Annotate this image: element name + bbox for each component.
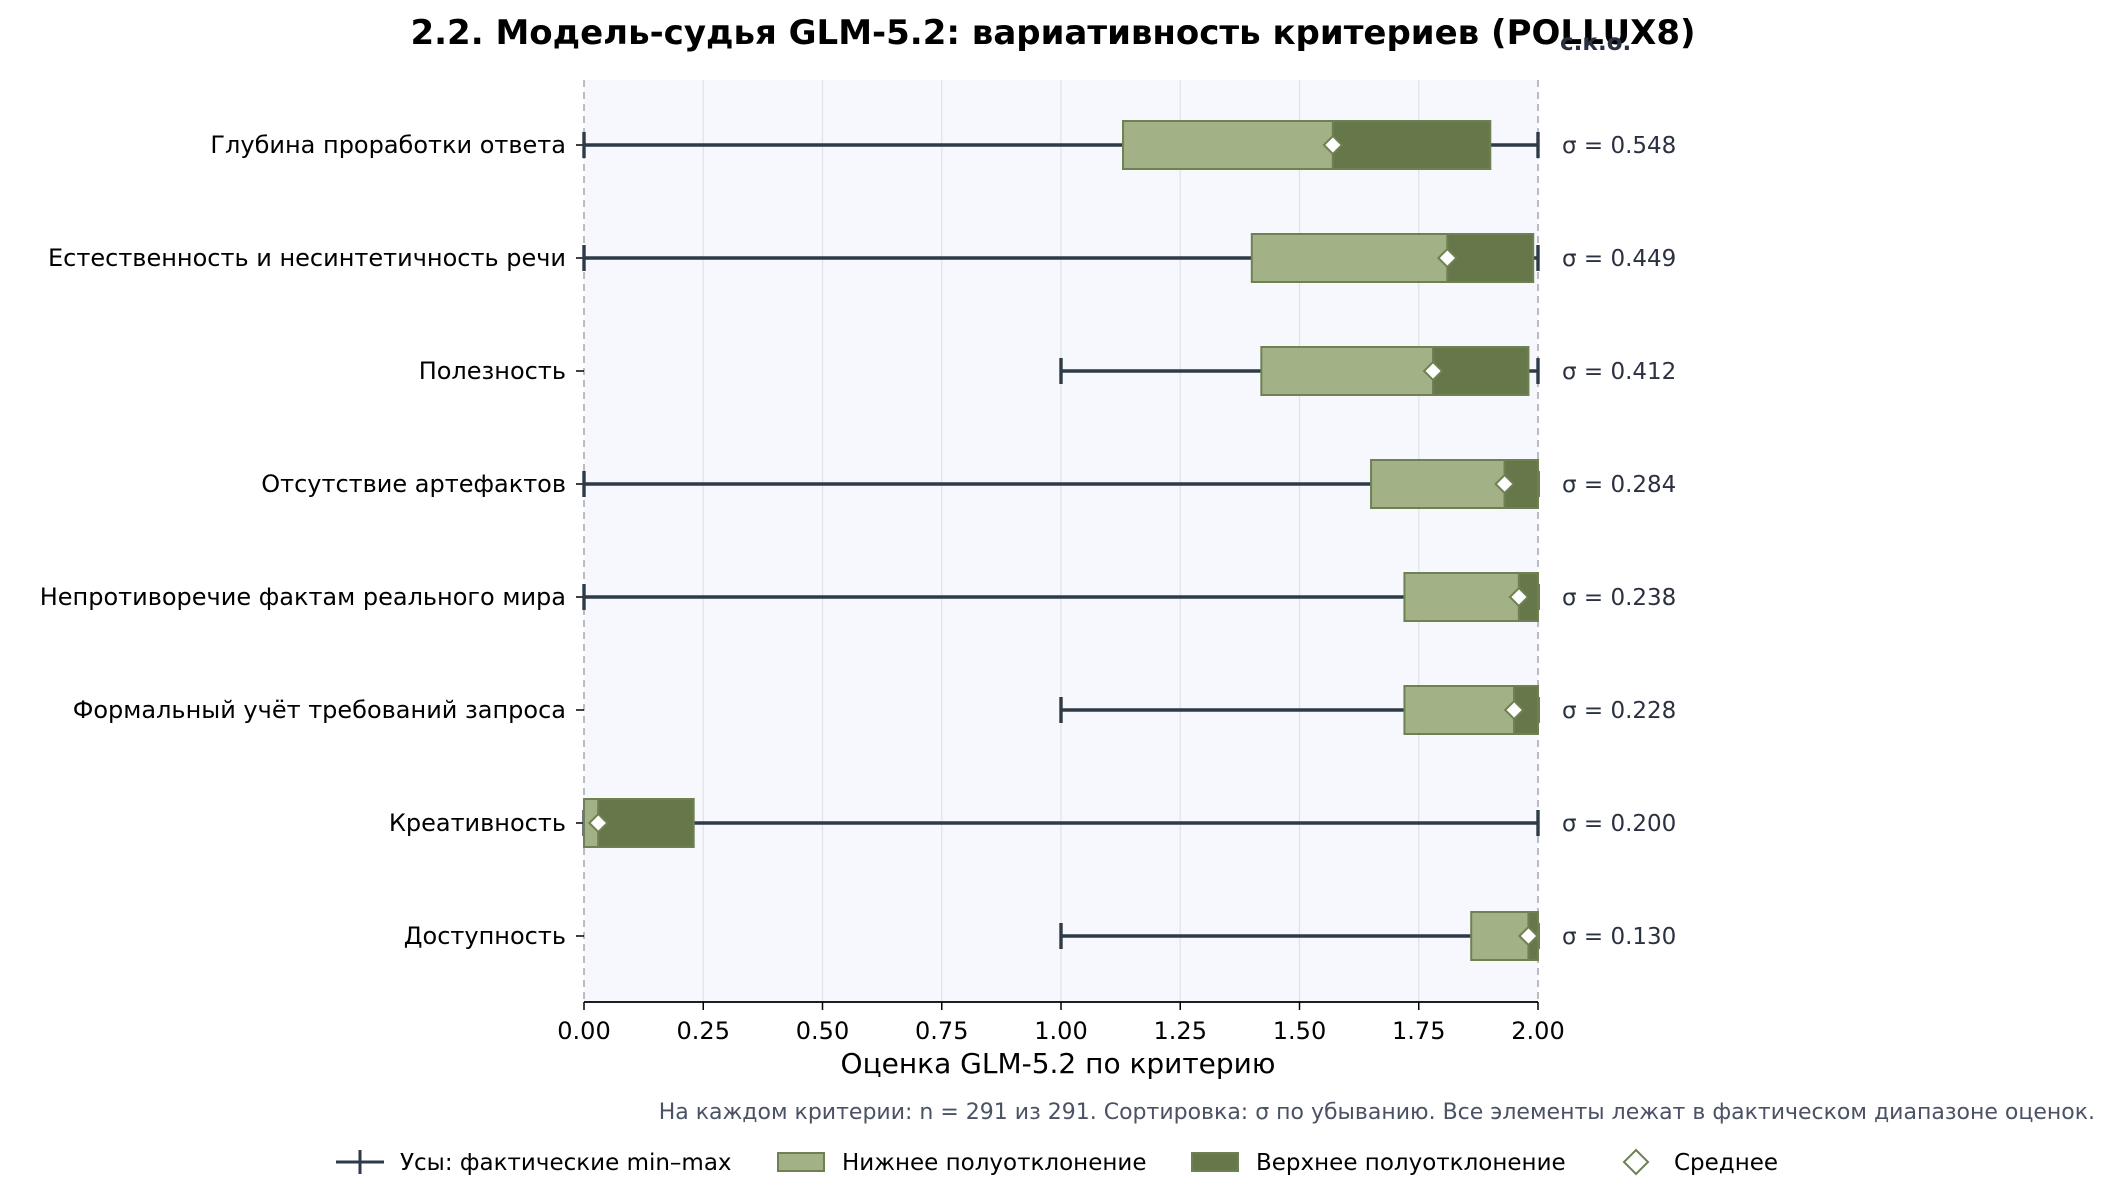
lower-semideviation-box <box>1403 572 1520 622</box>
sigma-column-header: с.к.о. <box>1560 30 1631 56</box>
sigma-label: σ = 0.548 <box>1562 133 1676 159</box>
mean-marker <box>587 812 609 834</box>
sigma-label: σ = 0.130 <box>1562 924 1676 950</box>
category-label: Отсутствие артефактов <box>261 470 566 498</box>
legend-mean-swatch <box>1622 1148 1650 1176</box>
lower-semideviation-box <box>1250 233 1449 283</box>
legend-item-whisker: Усы: фактические min–max <box>336 1150 732 1176</box>
lower-semideviation-box <box>1470 911 1530 961</box>
x-tick-label: 0.25 <box>677 1017 730 1045</box>
legend-item-lower: Нижнее полуотклонение <box>777 1150 1147 1176</box>
upper-semideviation-box <box>1331 120 1492 170</box>
category-label: Креативность <box>389 809 566 837</box>
category-label: Естественность и несинтетичность речи <box>48 244 566 272</box>
x-tick-label: 1.75 <box>1392 1017 1445 1045</box>
criterion-row: Отсутствие артефактов σ = 0.284 <box>261 459 1676 509</box>
sigma-label: σ = 0.238 <box>1562 585 1676 611</box>
category-label: Формальный учёт требований запроса <box>73 696 566 724</box>
criterion-row: Формальный учёт требований запроса σ = 0.… <box>73 685 1676 735</box>
category-label: Доступность <box>404 922 566 950</box>
criterion-row: Естественность и несинтетичность речи σ =… <box>48 233 1676 283</box>
sigma-label: σ = 0.228 <box>1562 698 1676 724</box>
legend-upper-swatch <box>1191 1152 1239 1172</box>
x-tick-label: 0.50 <box>796 1017 849 1045</box>
sigma-label: σ = 0.284 <box>1562 472 1676 498</box>
x-tick-label: 1.00 <box>1034 1017 1087 1045</box>
category-label: Непротиворечие фактам реального мира <box>40 583 566 611</box>
mean-marker <box>1436 247 1458 269</box>
lower-semideviation-box <box>1403 685 1516 735</box>
legend: Усы: фактические min–max Нижнее полуоткло… <box>336 1148 1778 1176</box>
lower-semideviation-box <box>1260 346 1435 396</box>
mean-marker <box>1508 586 1530 608</box>
mean-marker <box>1422 360 1444 382</box>
mean-marker <box>1494 473 1516 495</box>
legend-label: Верхнее полуотклонение <box>1256 1150 1566 1176</box>
x-tick-label: 2.00 <box>1511 1017 1564 1045</box>
mean-marker <box>1503 699 1525 721</box>
criteria-rows: Глубина проработки ответа σ = 0.548 Естест… <box>40 120 1676 961</box>
sigma-label: σ = 0.412 <box>1562 359 1676 385</box>
mean-marker <box>1518 925 1539 947</box>
x-tick-label: 1.25 <box>1154 1017 1207 1045</box>
lower-semideviation-box <box>1370 459 1506 509</box>
upper-semideviation-box <box>597 798 695 848</box>
criterion-row: Глубина проработки ответа σ = 0.548 <box>210 120 1676 170</box>
mean-marker <box>1322 134 1344 156</box>
upper-semideviation-box <box>1446 233 1535 283</box>
lower-semideviation-box <box>1122 120 1334 170</box>
criterion-row: Полезность σ = 0.412 <box>419 346 1676 396</box>
legend-label: Среднее <box>1674 1150 1778 1176</box>
x-tick-label: 1.50 <box>1273 1017 1326 1045</box>
legend-label: Нижнее полуотклонение <box>842 1150 1147 1176</box>
category-label: Полезность <box>419 357 566 385</box>
legend-lower-swatch <box>777 1152 825 1172</box>
legend-label: Усы: фактические min–max <box>400 1150 732 1176</box>
x-axis: 0.00 0.25 0.50 0.75 1.00 1.25 1.50 1.75 2.00 <box>557 1001 1565 1045</box>
chart-title: 2.2. Модель-судья GLM-5.2: вариативность… <box>410 13 1695 53</box>
x-axis-label: Оценка GLM-5.2 по критерию <box>841 1047 1276 1080</box>
criterion-row: Доступность σ = 0.130 <box>404 911 1676 961</box>
x-tick-label: 0.75 <box>915 1017 968 1045</box>
criterion-row: Креативность σ = 0.200 <box>389 798 1676 848</box>
upper-semideviation-box <box>1432 346 1530 396</box>
legend-item-mean: Среднее <box>1622 1148 1778 1176</box>
sigma-label: σ = 0.449 <box>1562 246 1676 272</box>
chart-footnote: На каждом критерии: n = 291 из 291. Сорт… <box>659 1100 2095 1125</box>
criterion-row: Непротиворечие фактам реального мира σ = … <box>40 572 1676 622</box>
sigma-label: σ = 0.200 <box>1562 811 1676 837</box>
x-tick-label: 0.00 <box>557 1017 610 1045</box>
category-label: Глубина проработки ответа <box>210 131 566 159</box>
legend-item-upper: Верхнее полуотклонение <box>1191 1150 1566 1176</box>
